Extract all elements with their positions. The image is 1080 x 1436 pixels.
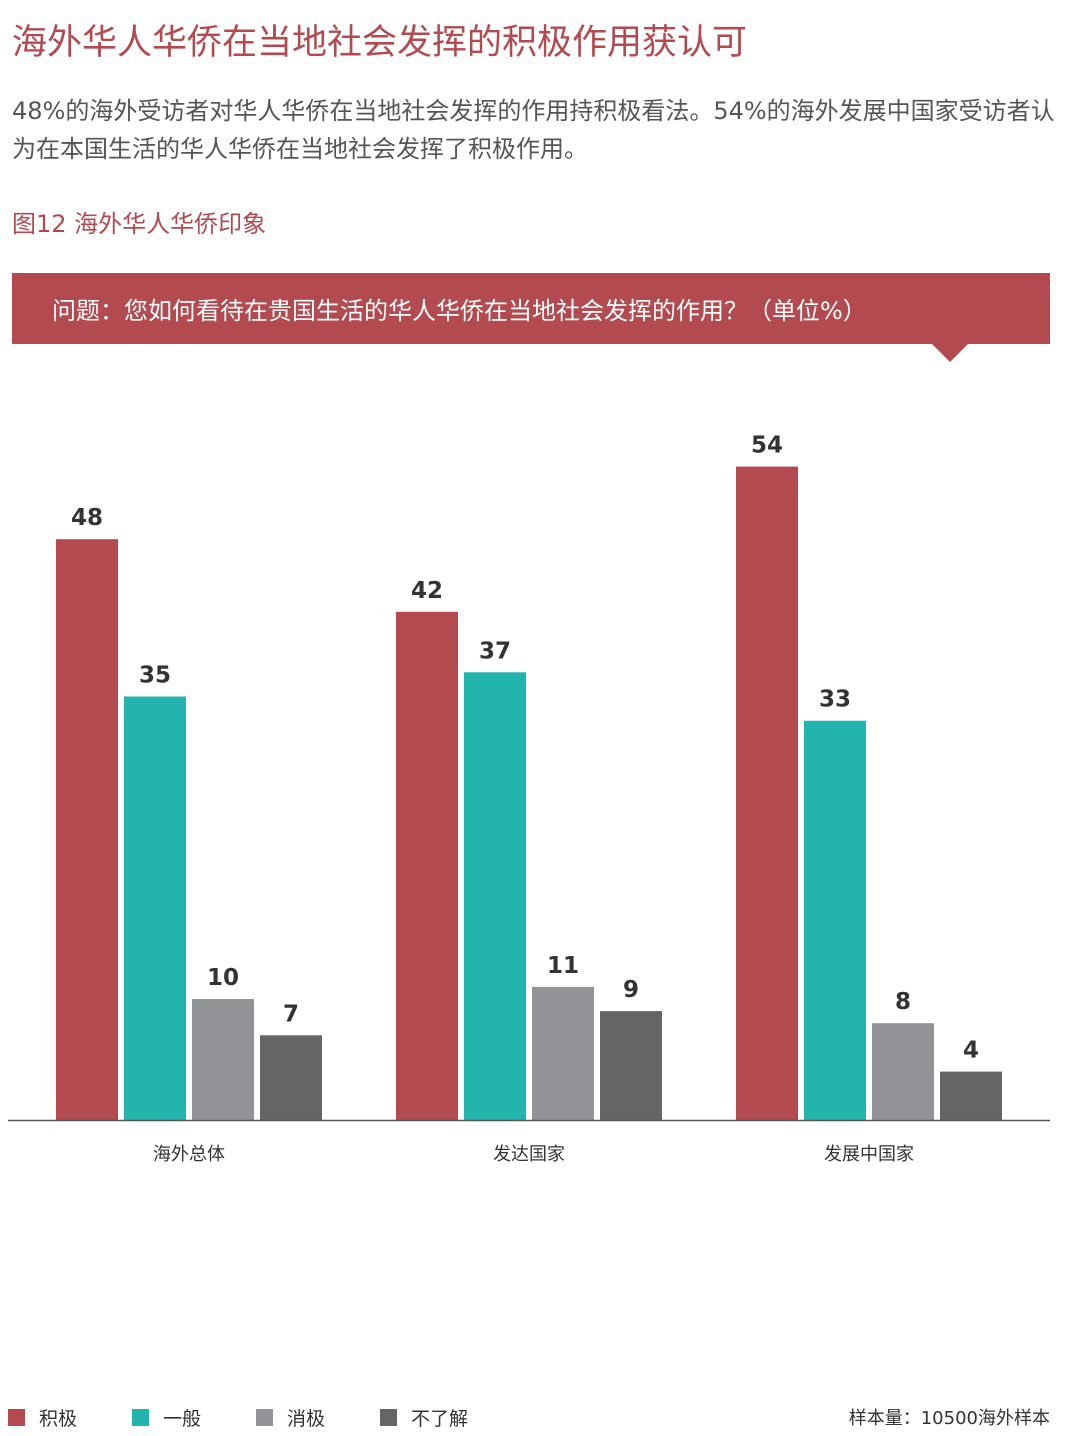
- page-headline: 海外华人华侨在当地社会发挥的积极作用获认可: [12, 23, 748, 63]
- legend-swatch: [256, 1408, 274, 1426]
- legend-item-positive: 积极: [8, 1404, 77, 1431]
- data-label: 8: [895, 989, 911, 1015]
- question-text: 问题：您如何看待在贵国生活的华人华侨在当地社会发挥的作用？（单位%）: [52, 297, 867, 325]
- bar-1-3: [192, 999, 254, 1120]
- data-label: 35: [139, 663, 171, 689]
- data-label: 11: [547, 953, 579, 979]
- figure-title: 图12 海外华人华侨印象: [12, 210, 267, 238]
- bar-1-2: [124, 696, 186, 1120]
- legend-swatch: [380, 1408, 398, 1426]
- bar-3-3: [872, 1023, 934, 1120]
- bar-2-2: [464, 672, 526, 1120]
- banner-pointer: [932, 344, 968, 362]
- data-label: 48: [71, 505, 103, 531]
- data-label: 42: [411, 578, 443, 604]
- category-label: 发展中国家: [824, 1144, 914, 1165]
- data-label: 9: [623, 977, 639, 1003]
- data-label: 10: [207, 965, 239, 991]
- bar-chart: 48 35 10 7 海外总体 42 37 11 9 发达国家 54 33 8 4 发展中国家: [8, 433, 1050, 1165]
- question-banner: 问题：您如何看待在贵国生活的华人华侨在当地社会发挥的作用？（单位%）: [12, 273, 1050, 344]
- legend-item-unknown: 不了解: [380, 1404, 468, 1431]
- bar-3-1: [736, 466, 798, 1121]
- bar-2-4: [600, 1011, 662, 1120]
- bar-2-3: [532, 986, 594, 1120]
- bar-3-4: [940, 1071, 1002, 1120]
- bar-3-2: [804, 720, 866, 1120]
- legend-label: 一般: [163, 1407, 202, 1430]
- legend-label: 消极: [287, 1407, 326, 1430]
- data-label: 33: [819, 687, 851, 713]
- legend-label: 积极: [39, 1407, 78, 1430]
- data-label: 54: [751, 433, 783, 459]
- data-label: 7: [283, 1001, 299, 1027]
- legend-label: 不了解: [411, 1407, 469, 1430]
- chart-legend: 积极 一般 消极 不了解: [8, 1402, 523, 1432]
- category-label: 海外总体: [153, 1144, 225, 1165]
- bar-2-1: [396, 611, 458, 1120]
- bar-1-1: [56, 539, 118, 1120]
- data-label: 37: [479, 638, 511, 664]
- legend-swatch: [8, 1408, 25, 1426]
- legend-item-negative: 消极: [256, 1404, 325, 1431]
- legend-swatch: [132, 1408, 150, 1426]
- sample-size-note: 样本量：10500海外样本: [848, 1408, 1050, 1429]
- data-label: 4: [963, 1038, 979, 1064]
- category-label: 发达国家: [493, 1144, 565, 1165]
- intro-paragraph: 48%的海外受访者对华人华侨在当地社会发挥的作用持积极看法。54%的海外发展中国…: [12, 97, 1055, 163]
- bar-1-4: [260, 1035, 322, 1120]
- legend-item-neutral: 一般: [132, 1404, 201, 1431]
